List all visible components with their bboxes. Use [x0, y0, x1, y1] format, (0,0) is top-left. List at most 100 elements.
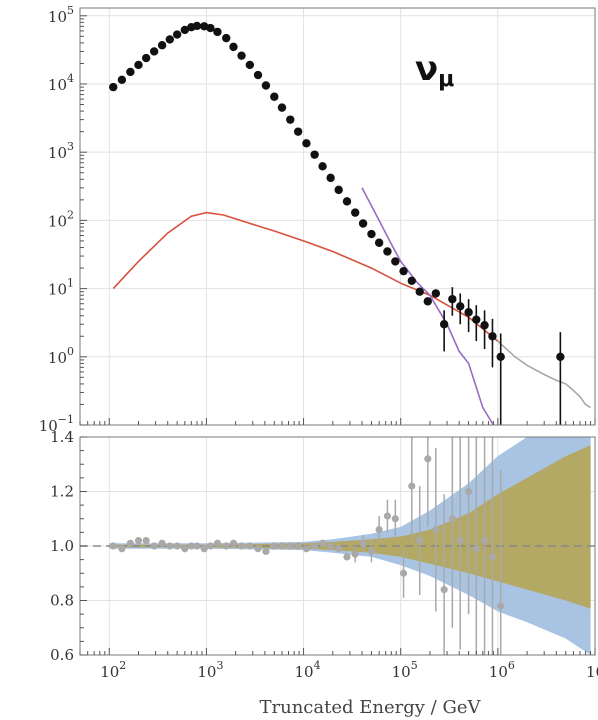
ratio-point	[376, 526, 383, 533]
ratio-point	[465, 488, 472, 495]
panel-label-nu: ν	[415, 49, 438, 89]
ratio-point	[327, 542, 334, 549]
ratio-point	[497, 602, 504, 609]
data-point	[424, 297, 432, 305]
ratio-point	[151, 542, 158, 549]
data-point	[310, 150, 318, 158]
spectrum-y-tick-label: 104	[48, 72, 74, 94]
ratio-point	[473, 545, 480, 552]
ratio-point	[174, 542, 181, 549]
data-point	[351, 208, 359, 216]
data-point	[270, 93, 278, 101]
ratio-point	[400, 570, 407, 577]
ratio-point	[408, 482, 415, 489]
ratio-y-tick-label: 0.8	[50, 592, 74, 610]
data-point	[134, 61, 142, 69]
ratio-point	[118, 545, 125, 552]
data-point	[254, 71, 262, 79]
data-point	[193, 22, 201, 30]
data-point	[497, 353, 505, 361]
data-point	[166, 35, 174, 43]
ratio-point	[295, 542, 302, 549]
ratio-point	[368, 548, 375, 555]
spectrum-y-tick-label: 100	[48, 345, 74, 367]
ratio-point	[424, 455, 431, 462]
data-point	[440, 320, 448, 328]
spectrum-y-tick-label: 101	[48, 277, 74, 299]
data-point	[408, 277, 416, 285]
ratio-point	[384, 512, 391, 519]
data-point	[222, 34, 230, 42]
ratio-point	[143, 537, 150, 544]
data-point	[383, 247, 391, 255]
ratio-point	[481, 537, 488, 544]
x-tick-label: 106	[489, 659, 515, 681]
data-point	[448, 295, 456, 303]
ratio-point	[359, 540, 366, 547]
data-point	[262, 81, 270, 89]
ratio-point	[159, 540, 166, 547]
ratio-point	[432, 526, 439, 533]
data-point	[286, 115, 294, 123]
ratio-point	[181, 545, 188, 552]
data-point	[118, 76, 126, 84]
x-tick-label: 102	[100, 659, 126, 681]
data-point	[213, 28, 221, 36]
data-point	[158, 41, 166, 49]
spectrum-panel: 10−1 100 101 102 103 104 105 νμ	[39, 4, 595, 435]
data-point	[142, 54, 150, 62]
data-point	[237, 51, 245, 59]
ratio-y-tick-label: 0.6	[50, 646, 74, 664]
data-point	[278, 103, 286, 111]
data-point	[432, 289, 440, 297]
data-point	[472, 315, 480, 323]
ratio-point	[287, 542, 294, 549]
data-point	[343, 197, 351, 205]
data-point	[173, 30, 181, 38]
ratio-point	[343, 553, 350, 560]
x-tick-label: 107	[586, 659, 598, 681]
ratio-point	[262, 548, 269, 555]
data-point	[126, 68, 134, 76]
x-tick-label: 104	[295, 659, 321, 681]
data-point	[367, 230, 375, 238]
ratio-point	[278, 542, 285, 549]
data-point	[556, 353, 564, 361]
x-tick-label: 105	[392, 659, 418, 681]
spectrum-panel-background	[80, 8, 595, 425]
data-point	[326, 174, 334, 182]
ratio-point	[449, 515, 456, 522]
ratio-point	[230, 540, 237, 547]
ratio-point	[207, 542, 214, 549]
data-point	[150, 47, 158, 55]
ratio-point	[127, 540, 134, 547]
data-point	[246, 61, 254, 69]
ratio-point	[303, 545, 310, 552]
ratio-point	[311, 542, 318, 549]
ratio-point	[166, 542, 173, 549]
ratio-point	[254, 545, 261, 552]
ratio-point	[214, 540, 221, 547]
data-point	[302, 139, 310, 147]
ratio-point	[416, 537, 423, 544]
data-point	[375, 239, 383, 247]
ratio-point	[201, 545, 208, 552]
data-point	[456, 302, 464, 310]
ratio-point	[392, 515, 399, 522]
ratio-point	[223, 542, 230, 549]
data-point	[294, 127, 302, 135]
spectrum-y-tick-labels: 10−1 100 101 102 103 104 105	[39, 4, 74, 435]
spectrum-y-tick-label: 105	[48, 4, 74, 26]
ratio-point	[335, 545, 342, 552]
data-point	[109, 83, 117, 91]
ratio-y-tick-label: 1.4	[50, 428, 74, 446]
panel-label-subscript: μ	[438, 67, 454, 92]
ratio-y-tick-label: 1.2	[50, 483, 74, 501]
data-point	[229, 43, 237, 51]
spectrum-y-tick-label: 103	[48, 140, 74, 162]
ratio-point	[238, 542, 245, 549]
data-point	[416, 288, 424, 296]
ratio-point	[271, 542, 278, 549]
x-tick-label: 103	[197, 659, 223, 681]
